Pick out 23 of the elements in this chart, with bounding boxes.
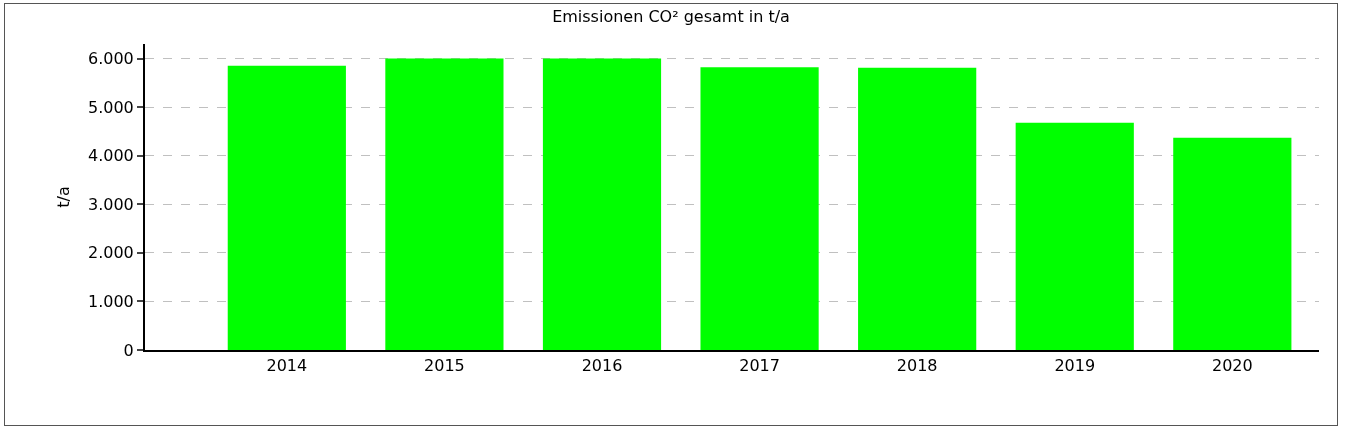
x-tick-label: 2018 bbox=[896, 356, 938, 376]
bar bbox=[227, 65, 346, 350]
chart-title: Emissionen CO² gesamt in t/a bbox=[552, 6, 790, 26]
x-tick-label: 2019 bbox=[1054, 356, 1096, 376]
bar bbox=[1015, 122, 1134, 350]
x-tick-label: 2015 bbox=[424, 356, 465, 376]
bar bbox=[858, 67, 977, 350]
y-tick-label: 1.000 bbox=[87, 292, 134, 312]
y-tick-label: 2.000 bbox=[87, 243, 134, 263]
x-tick-label: 2017 bbox=[739, 356, 780, 376]
bar bbox=[385, 58, 504, 350]
y-tick-label: 3.000 bbox=[87, 194, 134, 214]
x-tick-label: 2014 bbox=[266, 356, 308, 376]
x-tick-label: 2016 bbox=[581, 356, 623, 376]
bar bbox=[700, 67, 819, 350]
y-tick-label: 5.000 bbox=[87, 97, 134, 117]
bar bbox=[542, 58, 662, 350]
y-axis-title: t/a bbox=[54, 186, 74, 208]
bar bbox=[1173, 137, 1292, 350]
y-tick-label: 4.000 bbox=[87, 146, 134, 166]
y-tick-label: 6.000 bbox=[87, 49, 134, 69]
y-tick-label: 0 bbox=[123, 340, 134, 360]
x-tick-label: 2020 bbox=[1211, 356, 1253, 376]
